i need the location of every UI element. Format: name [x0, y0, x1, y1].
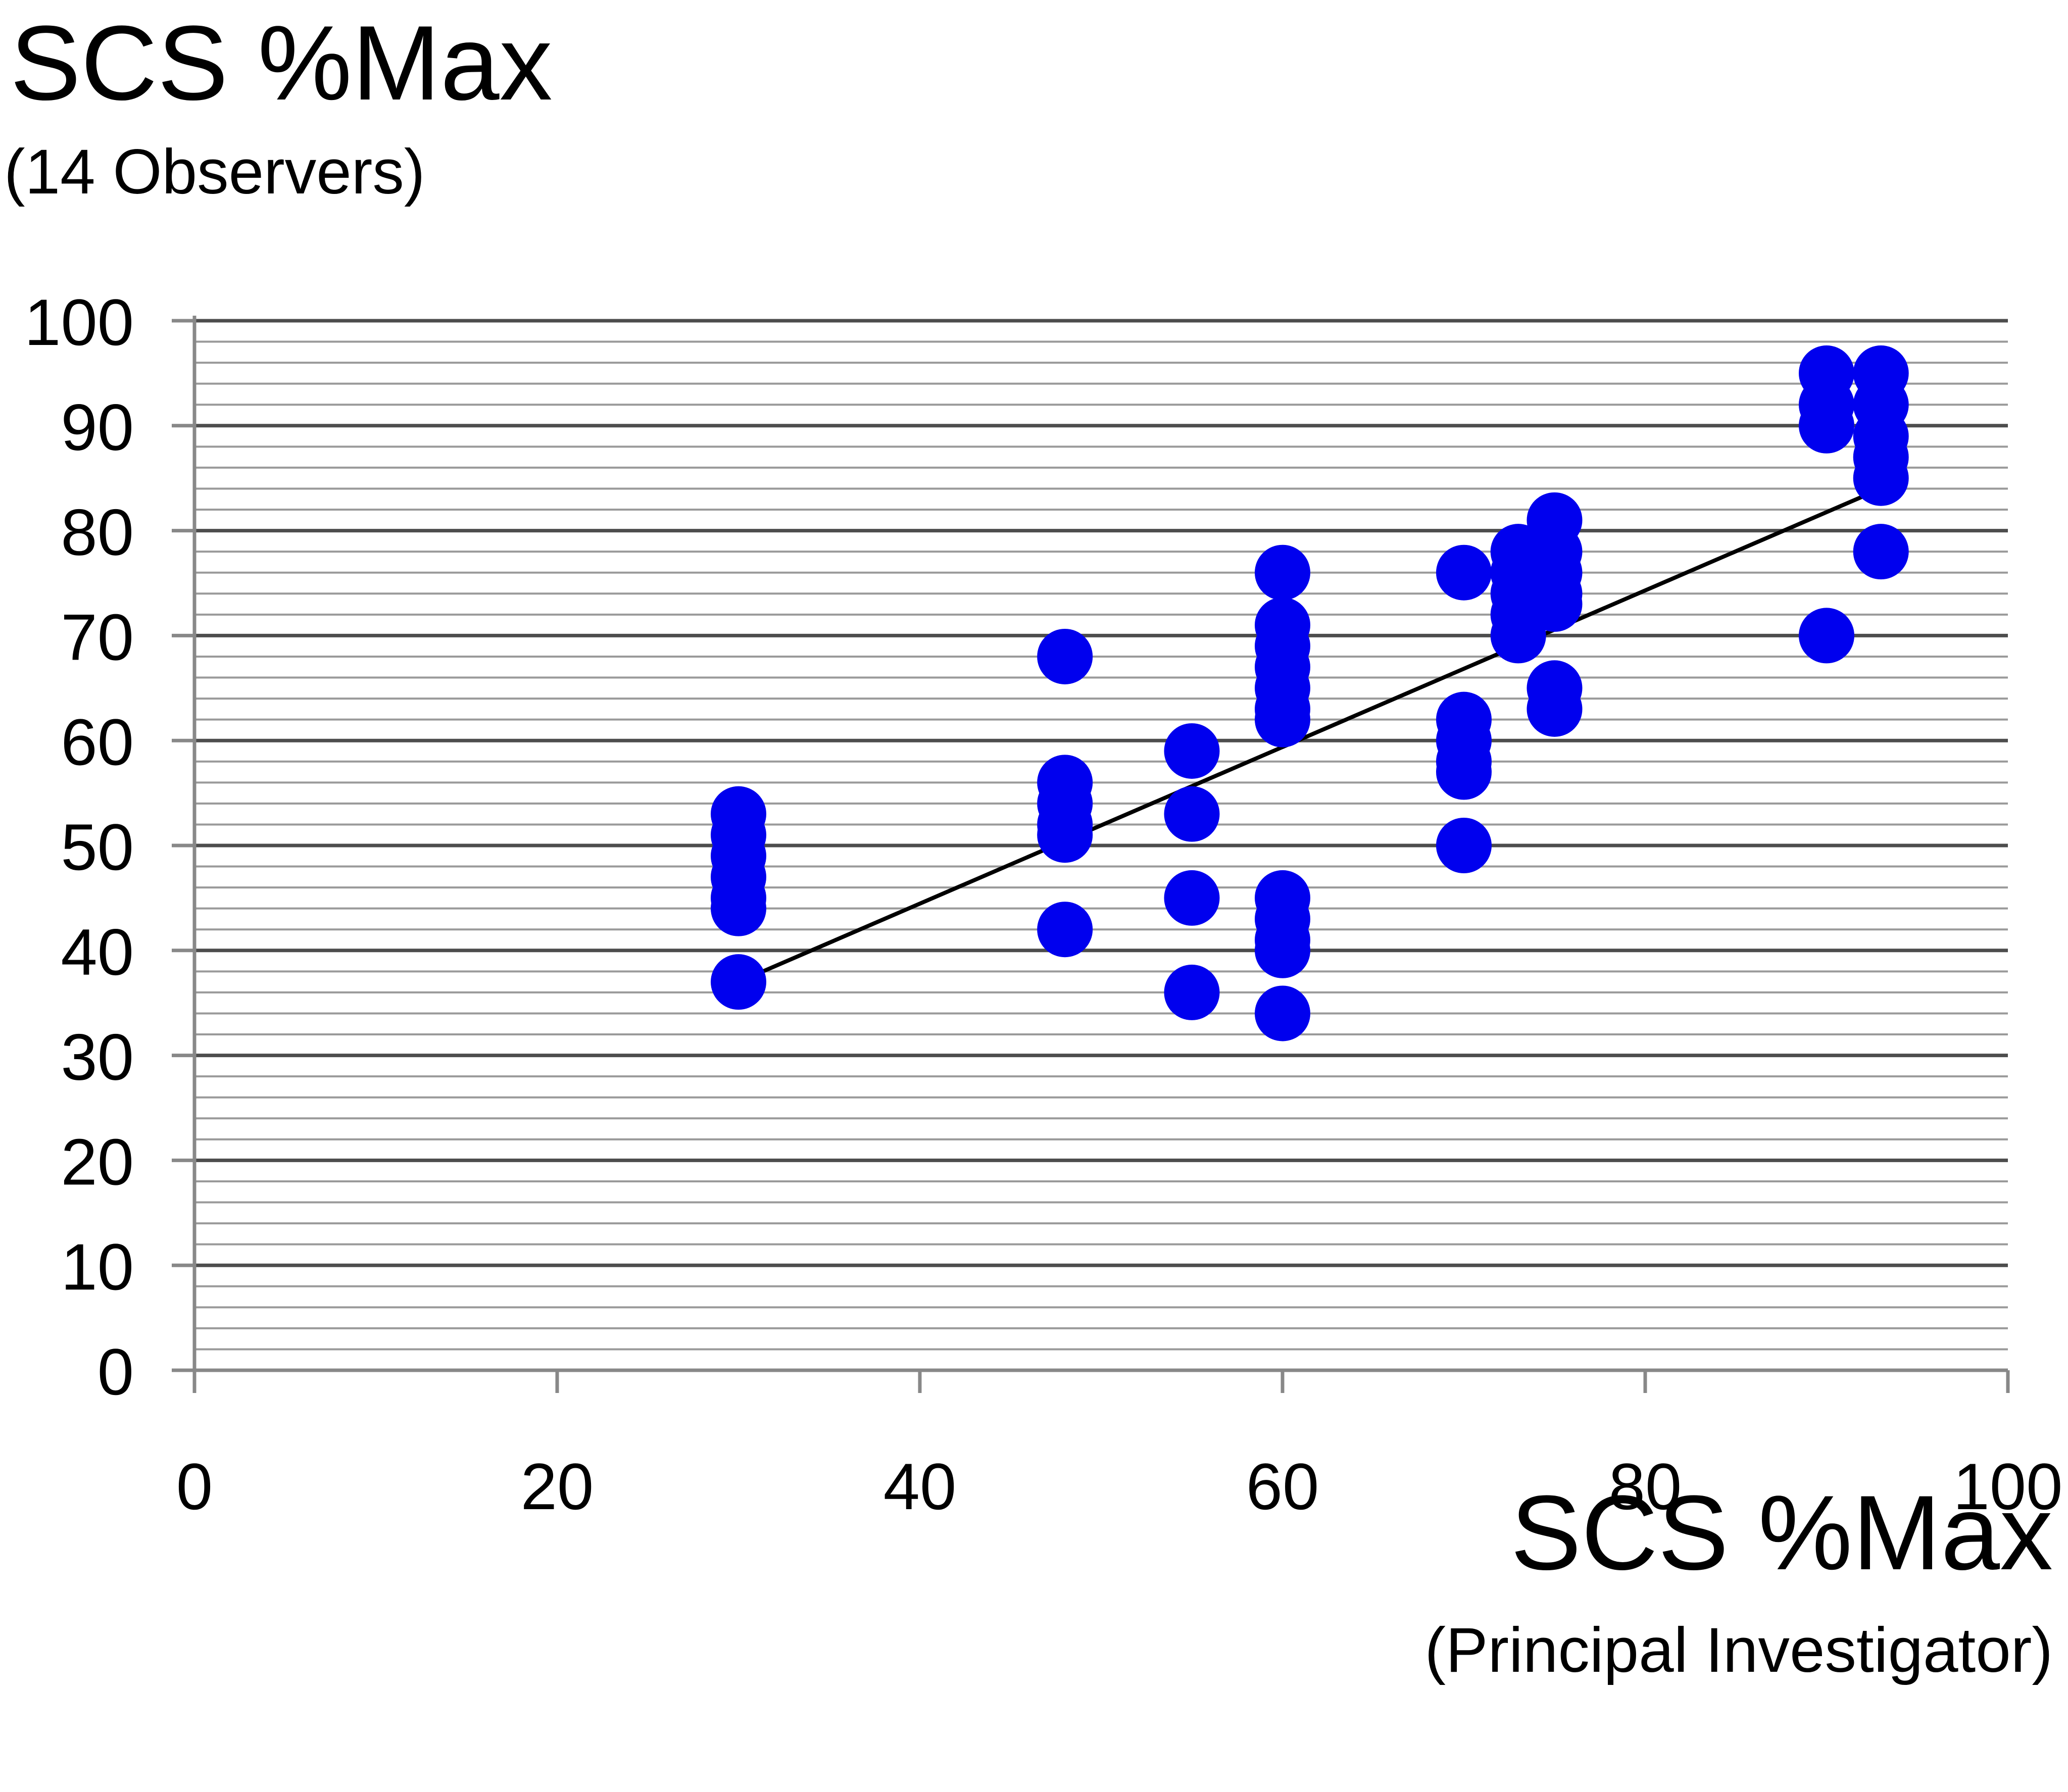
x-tick-label: 40	[883, 1450, 957, 1523]
gridlines	[194, 319, 2008, 1351]
y-tick-label: 10	[61, 1230, 134, 1304]
tick-labels: 0 10 20 30 40 50 60 70 80 90 100 0 20 40 60 80 100	[24, 285, 2062, 1523]
data-point	[1436, 744, 1492, 800]
data-point	[1164, 786, 1220, 842]
data-point	[1255, 691, 1310, 748]
data-point	[711, 954, 766, 1010]
y-tick-label: 40	[61, 915, 134, 989]
x-tick-label: 60	[1246, 1450, 1319, 1523]
y-tick-label: 30	[61, 1020, 134, 1094]
data-point	[1164, 723, 1220, 779]
y-tick-label: 50	[61, 810, 134, 884]
x-tick-label: 20	[521, 1450, 594, 1523]
data-point	[1799, 608, 1854, 664]
y-tick-label: 20	[61, 1125, 134, 1199]
data-point	[1037, 902, 1093, 958]
y-tick-label: 100	[24, 285, 134, 359]
y-tick-label: 80	[61, 495, 134, 569]
y-tick-label: 90	[61, 390, 134, 464]
x-axis-subtitle: (Principal Investigator)	[1424, 1615, 2053, 1685]
x-tick-label: 0	[176, 1450, 213, 1523]
data-point	[1037, 628, 1093, 684]
data-point	[1164, 964, 1220, 1020]
data-point	[1255, 544, 1310, 601]
y-tick-label: 60	[61, 705, 134, 779]
data-point	[1527, 576, 1583, 632]
data-point	[1436, 818, 1492, 873]
y-tick-label: 70	[61, 600, 134, 674]
data-point	[1527, 681, 1583, 737]
data-point	[1490, 608, 1546, 664]
data-point	[1436, 544, 1492, 601]
trendline-group	[737, 486, 1882, 984]
data-point	[1037, 807, 1093, 863]
x-tick-label: 100	[1953, 1450, 2063, 1523]
data-point	[1164, 870, 1220, 926]
y-axis-title: SCS %Max	[10, 4, 553, 122]
y-tick-label: 0	[97, 1335, 134, 1409]
data-point	[1853, 524, 1909, 580]
data-point	[1255, 922, 1310, 978]
data-points	[711, 345, 1909, 1041]
trendline	[737, 486, 1882, 984]
data-point	[1255, 985, 1310, 1041]
x-axis-title: SCS %Max	[1510, 1473, 2053, 1592]
x-tick-label: 80	[1609, 1450, 1682, 1523]
data-point	[711, 880, 766, 936]
data-point	[1853, 450, 1909, 506]
axes	[172, 316, 2010, 1393]
data-point	[1799, 397, 1854, 454]
y-axis-subtitle: (14 Observers)	[4, 137, 425, 207]
